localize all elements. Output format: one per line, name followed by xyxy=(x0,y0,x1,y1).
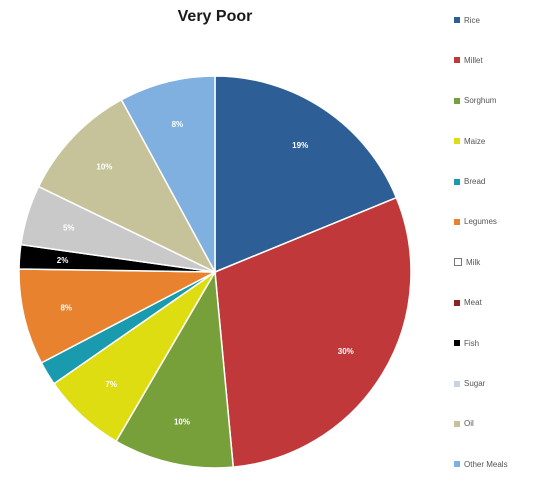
legend-item-millet: Millet xyxy=(454,50,547,70)
pie-chart: 19% 30% 10% 7% 8% 2% 5% 10% 8% xyxy=(18,75,412,469)
data-label-millet: 30% xyxy=(338,347,354,356)
pie-slice-sorghum xyxy=(115,269,235,469)
legend-swatch xyxy=(454,57,460,64)
legend-label: Sugar xyxy=(464,379,486,389)
data-label-fish: 2% xyxy=(57,256,69,265)
legend-label: Oil xyxy=(464,419,474,429)
legend-label: Milk xyxy=(466,257,481,267)
pie-slice-rice xyxy=(214,75,398,274)
legend-label: Rice xyxy=(464,15,481,25)
legend-swatch xyxy=(454,420,460,427)
legend-label: Millet xyxy=(464,55,483,65)
legend: Rice Millet Sorghum Maize Bread Legumes Milk Me… xyxy=(454,10,547,495)
legend-item-sorghum: Sorghum xyxy=(454,91,547,111)
legend-label: Bread xyxy=(464,177,486,187)
pie-slice-other-meals xyxy=(120,75,216,273)
legend-swatch xyxy=(454,178,460,185)
legend-swatch xyxy=(454,340,460,347)
legend-item-bread: Bread xyxy=(454,172,547,192)
chart-title: Very Poor xyxy=(177,8,253,25)
legend-item-rice: Rice xyxy=(454,10,547,30)
legend-swatch xyxy=(454,17,460,23)
data-label-sorghum: 10% xyxy=(174,417,190,426)
legend-item-fish: Fish xyxy=(454,333,547,353)
legend-label: Fish xyxy=(464,338,480,348)
pie-labels: 19% 30% 10% 7% 8% 2% 5% 10% 8% xyxy=(57,120,354,426)
legend-label: Other Meals xyxy=(464,459,508,469)
legend-item-legumes: Legumes xyxy=(454,212,547,232)
data-label-oil: 10% xyxy=(96,162,112,171)
data-label-legumes: 8% xyxy=(60,303,72,312)
legend-label: Sorghum xyxy=(464,96,497,106)
legend-label: Meat xyxy=(464,298,482,308)
legend-swatch xyxy=(454,461,460,468)
legend-item-meat: Meat xyxy=(454,293,547,313)
legend-item-maize: Maize xyxy=(454,131,547,151)
legend-swatch xyxy=(454,380,460,387)
legend-item-other-meals: Other Meals xyxy=(454,454,547,474)
pie-slice-oil xyxy=(37,98,217,274)
legend-swatch xyxy=(454,218,460,225)
legend-item-milk: Milk xyxy=(454,252,547,272)
legend-swatch xyxy=(454,258,462,267)
legend-item-sugar: Sugar xyxy=(454,374,547,394)
legend-swatch xyxy=(454,299,460,306)
pie-slices xyxy=(18,75,412,469)
pie-slice-legumes xyxy=(18,268,216,364)
data-label-maize: 7% xyxy=(105,380,117,389)
legend-swatch xyxy=(454,97,460,104)
legend-label: Legumes xyxy=(464,217,497,227)
legend-swatch xyxy=(454,138,460,145)
data-label-sugar: 5% xyxy=(63,223,75,232)
legend-item-oil: Oil xyxy=(454,414,547,434)
data-label-rice: 19% xyxy=(292,141,308,150)
pie-slice-millet xyxy=(214,196,412,468)
data-label-other-meals: 8% xyxy=(172,120,184,129)
legend-label: Maize xyxy=(464,136,486,146)
